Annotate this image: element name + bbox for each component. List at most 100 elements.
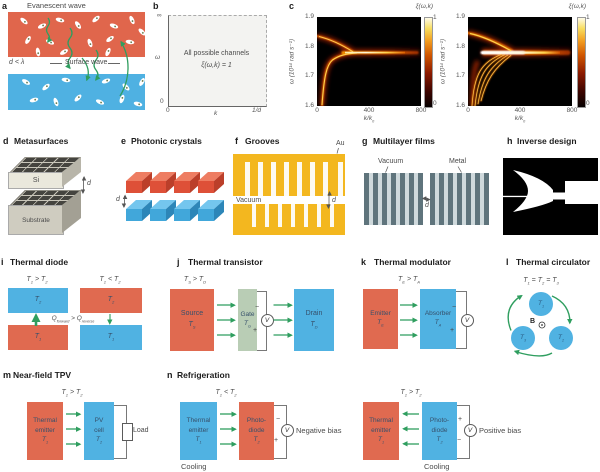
xtick: 0	[315, 107, 319, 114]
surface-wavy-arrow	[93, 49, 101, 81]
tpv-arrows	[66, 411, 82, 447]
colorbar-max: 1	[433, 14, 437, 21]
y-axis-omega-label: ω	[155, 54, 161, 61]
gold-grooves	[233, 154, 345, 235]
panel-c-letter: c	[289, 1, 295, 11]
colorbar	[577, 17, 586, 108]
groove-slot	[245, 162, 250, 196]
panel-l-title: Thermal circulator	[516, 257, 591, 267]
load-resistor	[121, 423, 133, 441]
condition-label: T1 > T2	[400, 389, 422, 398]
plus-sign: +	[274, 437, 279, 444]
groove-slot	[251, 204, 256, 227]
cooling-label: Cooling	[424, 462, 450, 471]
emitter-absorber-arrows	[400, 302, 418, 338]
panel-h-title: Inverse design	[517, 136, 577, 146]
groove-slot	[338, 162, 343, 196]
panel-a-letter: a	[2, 1, 8, 11]
groove-slot	[323, 162, 328, 196]
red-bar-row	[126, 172, 224, 193]
voltmeter: V	[280, 424, 294, 437]
panel-a-illustration	[8, 12, 145, 110]
plus-sign: +	[458, 416, 463, 423]
groove-slot	[271, 162, 276, 196]
refrigeration-left-arrows	[220, 411, 237, 447]
leader-line	[50, 63, 62, 64]
inverse-design-canvas	[503, 158, 598, 235]
hot-body-slab	[8, 12, 145, 57]
panel-n-letter: n	[167, 370, 173, 380]
panel-g-letter: g	[362, 136, 368, 146]
multilayer-stack-right	[430, 173, 489, 225]
multilayer-stack-left	[364, 173, 423, 225]
groove-slot	[329, 204, 334, 227]
condition-label: TS > TD	[183, 276, 207, 285]
ytick: 1.8	[455, 43, 465, 50]
metal-leader-line	[457, 166, 462, 173]
panel-g-title: Multilayer films	[373, 136, 435, 146]
condition-label: TE > TA	[398, 276, 420, 285]
circulator-node-3: T3	[511, 326, 535, 350]
thermal-emitter-block: Thermal emitter T1	[27, 402, 63, 460]
ytick: 1.8	[304, 43, 314, 50]
condition-label: T1 > T2	[61, 389, 83, 398]
pv-cell-block: PV cell T2	[84, 402, 114, 460]
vacuum-leader-line	[385, 166, 389, 173]
minus-sign: −	[452, 304, 457, 311]
condition-label: T1 > T2	[26, 276, 48, 285]
ytick: 1.6	[304, 102, 314, 109]
si-slab-front: Si	[8, 172, 64, 189]
colorbar-max: 1	[586, 14, 590, 21]
groove-slot	[277, 204, 282, 227]
groove-slot	[297, 162, 302, 196]
ytick: 1.7	[455, 72, 465, 79]
colorbar	[424, 17, 433, 108]
circulator-node-2: T2	[549, 326, 573, 350]
panel-m-title: Near-field TPV	[13, 370, 72, 380]
panel-k-title: Thermal modulator	[374, 257, 451, 267]
condition-label: T1 < T2	[99, 276, 121, 285]
y-axis-label: ω (10¹⁴ rad s⁻¹)	[288, 38, 296, 85]
groove-slot	[303, 204, 308, 227]
minus-sign: −	[457, 437, 462, 444]
source-block: Source TS	[170, 289, 214, 351]
channels-text-line2: ξ(ω,k) = 1	[201, 62, 232, 69]
panel-k-letter: k	[361, 257, 367, 267]
cold-body-slab	[8, 74, 145, 110]
ytick: 1.9	[304, 13, 314, 20]
minus-sign: −	[255, 304, 260, 311]
refrigeration-right-arrows	[402, 411, 419, 447]
wave-arrows	[45, 17, 129, 97]
groove-slot	[316, 204, 321, 227]
x-tick-inv-d: 1/d	[252, 107, 262, 114]
curved-arrow-up	[119, 40, 129, 97]
colorbar-min: 0	[586, 100, 590, 107]
y-axis-label: ω (10¹⁴ rad s⁻¹)	[439, 38, 447, 85]
tunneling-wavy-arrow	[65, 27, 73, 70]
x-axis-label: k/k0	[514, 115, 526, 124]
gap-d-label: d	[332, 196, 336, 204]
flux-relation-label: Qforward > Qreverse	[51, 315, 95, 324]
panel-i-letter: i	[1, 257, 4, 267]
drain-block: Drain TD	[294, 289, 334, 351]
ytick: 1.6	[455, 102, 465, 109]
voltmeter: V	[460, 314, 474, 327]
gap-d-label: d	[425, 202, 429, 209]
source-gate-arrows	[217, 302, 236, 338]
xtick: 400	[363, 107, 375, 114]
y-tick-zero: 0	[160, 98, 164, 105]
x-axis-k-label: k	[214, 110, 218, 117]
load-label: Load	[133, 427, 149, 434]
vacuum-label: Vacuum	[236, 196, 262, 204]
condition-label: T1 < T2	[215, 389, 237, 398]
panel-j-letter: j	[177, 257, 180, 267]
curved-arrow-down	[81, 57, 91, 82]
bias-label: Negative bias	[296, 426, 342, 435]
metal-label: Metal	[449, 158, 467, 165]
ytick: 1.7	[304, 72, 314, 79]
gate-block: Gate TG	[238, 289, 257, 351]
gate-drain-arrows	[273, 302, 293, 338]
channels-plot-area	[168, 15, 267, 107]
plus-sign: +	[253, 327, 258, 334]
